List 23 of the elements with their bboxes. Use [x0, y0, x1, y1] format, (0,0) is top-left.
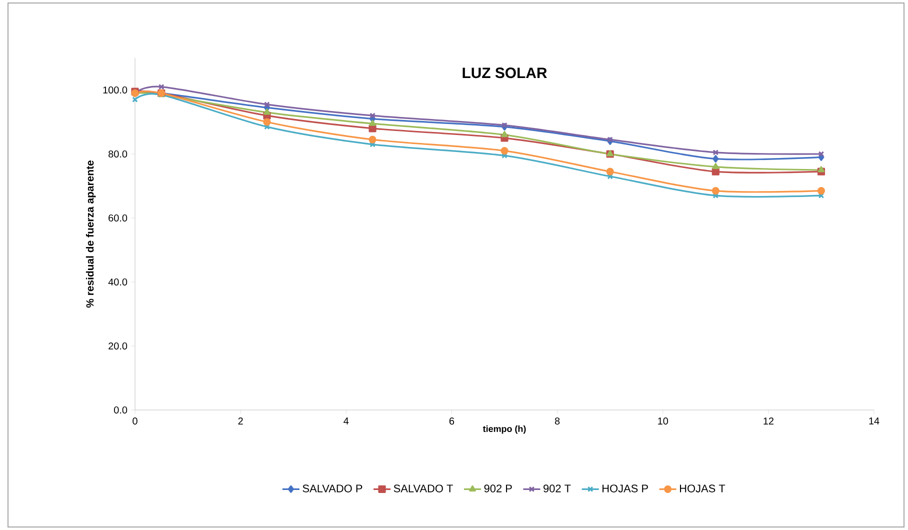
x-tick-label: 10 — [658, 418, 668, 425]
x-tick-label: 14 — [869, 418, 880, 424]
y-tick-label: 80.0 — [108, 150, 128, 158]
legend-label: HOJAS P — [602, 484, 648, 492]
x-tick-label: 0 — [132, 418, 138, 425]
x-tick-label: 4 — [344, 418, 349, 424]
y-tick-label: 20.0 — [108, 342, 128, 350]
legend-label: 902 P — [484, 484, 512, 492]
y-tick-label: 60.0 — [108, 214, 128, 222]
x-axis-title: tiempo (h) — [482, 425, 526, 434]
y-axis-title: % residual de fuerza aparente — [86, 160, 96, 308]
x-tick-label: 6 — [449, 418, 454, 425]
y-tick-label: 40.0 — [108, 278, 128, 286]
legend-label: SALVADO P — [302, 484, 362, 492]
x-tick-label: 12 — [764, 418, 774, 424]
legend-label: 902 T — [544, 484, 571, 492]
x-tick-label: 8 — [554, 418, 560, 425]
chart-title: LUZ SOLAR — [462, 68, 547, 78]
legend-label: SALVADO T — [394, 484, 453, 492]
legend-label: HOJAS T — [680, 484, 726, 492]
y-tick-label: 0.0 — [114, 406, 128, 414]
y-tick-label: 100.0 — [103, 86, 128, 94]
x-tick-label: 2 — [238, 418, 243, 424]
